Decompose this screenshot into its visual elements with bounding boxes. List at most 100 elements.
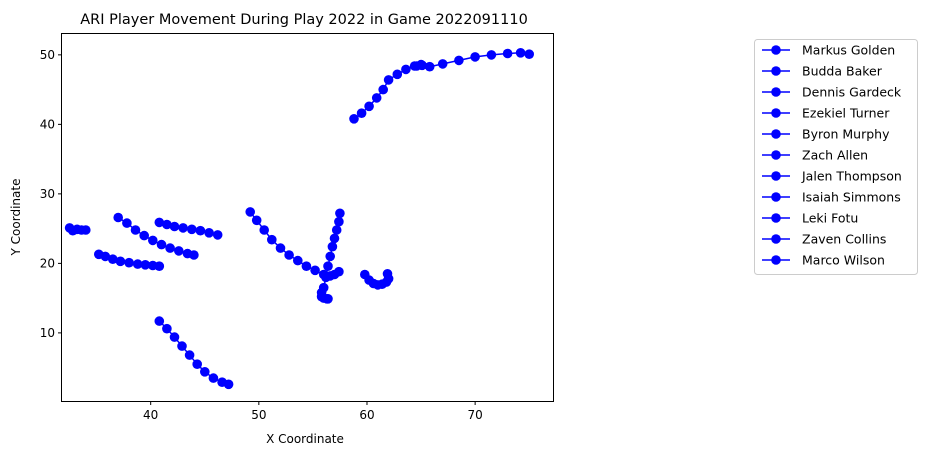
data-point bbox=[122, 218, 132, 228]
legend-label: Leki Fotu bbox=[802, 211, 858, 226]
data-point bbox=[195, 225, 206, 236]
legend-entry: Marco Wilson bbox=[762, 253, 885, 268]
data-point bbox=[223, 379, 234, 390]
legend-label: Jalen Thompson bbox=[801, 169, 902, 184]
data-point bbox=[115, 256, 126, 267]
data-point bbox=[424, 61, 435, 72]
series-8 bbox=[154, 316, 234, 390]
series-line bbox=[158, 320, 229, 386]
data-point bbox=[165, 243, 175, 253]
x-axis: 40 50 60 70 bbox=[143, 401, 483, 422]
data-point bbox=[310, 265, 320, 276]
legend-marker bbox=[771, 108, 781, 118]
series-2 bbox=[64, 223, 91, 236]
data-point bbox=[470, 52, 480, 62]
data-point bbox=[174, 246, 184, 256]
data-point bbox=[259, 225, 270, 235]
data-point bbox=[154, 316, 165, 326]
data-point bbox=[132, 259, 143, 269]
legend-marker bbox=[771, 213, 781, 223]
data-point bbox=[178, 223, 188, 233]
data-point bbox=[275, 243, 286, 253]
y-tick-label: 10 bbox=[40, 326, 55, 340]
legend-label: Markus Golden bbox=[802, 43, 895, 58]
data-point bbox=[154, 261, 165, 272]
legend: Markus Golden Budda Baker Dennis Gardeck Ez… bbox=[754, 39, 918, 275]
data-point bbox=[349, 114, 359, 124]
data-point bbox=[251, 215, 262, 226]
series-5 bbox=[154, 217, 223, 240]
data-point bbox=[204, 228, 214, 238]
legend-marker bbox=[771, 87, 781, 97]
legend-entry: Markus Golden bbox=[762, 43, 895, 58]
data-point bbox=[184, 350, 195, 360]
data-point bbox=[200, 367, 210, 377]
series-7 bbox=[316, 208, 345, 302]
series-3 bbox=[94, 249, 165, 272]
legend-marker bbox=[771, 129, 781, 139]
legend-label: Zaven Collins bbox=[802, 232, 886, 247]
data-point bbox=[486, 50, 497, 60]
data-point bbox=[321, 272, 331, 283]
legend-entry: Jalen Thompson bbox=[762, 169, 902, 184]
legend-label: Budda Baker bbox=[802, 64, 883, 79]
data-point bbox=[100, 251, 111, 262]
data-point bbox=[212, 230, 223, 240]
legend-marker bbox=[771, 255, 781, 265]
x-axis-label: X Coordinate bbox=[266, 432, 344, 446]
data-point bbox=[331, 225, 342, 235]
data-point bbox=[139, 230, 149, 241]
plot-frame bbox=[61, 33, 554, 402]
series-10 bbox=[316, 287, 333, 304]
data-point bbox=[245, 207, 255, 217]
series-9 bbox=[360, 269, 394, 290]
data-point bbox=[162, 219, 172, 230]
plot-marks bbox=[64, 48, 534, 390]
data-point bbox=[327, 241, 338, 252]
data-point bbox=[325, 251, 336, 262]
legend-label: Isaiah Simmons bbox=[802, 190, 901, 205]
data-point bbox=[524, 49, 534, 59]
chart-title: ARI Player Movement During Play 2022 in … bbox=[80, 12, 528, 28]
data-point bbox=[130, 225, 141, 235]
data-point bbox=[301, 261, 312, 272]
data-point bbox=[177, 341, 187, 351]
legend-entry: Dennis Gardeck bbox=[762, 85, 902, 100]
data-point bbox=[335, 208, 345, 219]
data-point bbox=[323, 294, 333, 304]
data-point bbox=[323, 261, 333, 272]
x-tick-label: 70 bbox=[467, 408, 482, 422]
data-point bbox=[293, 255, 303, 266]
data-point bbox=[401, 64, 411, 75]
data-point bbox=[169, 221, 180, 232]
data-point bbox=[124, 257, 134, 268]
data-point bbox=[169, 332, 180, 342]
data-point bbox=[383, 75, 394, 85]
data-point bbox=[187, 224, 197, 235]
data-point bbox=[284, 250, 294, 260]
data-point bbox=[113, 212, 123, 223]
data-point bbox=[454, 55, 464, 66]
x-tick-label: 60 bbox=[359, 408, 374, 422]
y-tick-label: 40 bbox=[40, 117, 55, 131]
data-point bbox=[392, 69, 403, 80]
data-point bbox=[378, 84, 389, 95]
data-point bbox=[189, 250, 199, 260]
y-tick-label: 50 bbox=[40, 48, 55, 62]
legend-label: Byron Murphy bbox=[802, 127, 890, 142]
data-point bbox=[192, 359, 202, 370]
y-axis-label: Y Coordinate bbox=[9, 179, 23, 257]
data-point bbox=[334, 266, 344, 277]
data-point bbox=[140, 260, 151, 270]
data-point bbox=[356, 108, 367, 118]
legend-marker bbox=[771, 66, 781, 76]
data-point bbox=[154, 217, 165, 228]
data-point bbox=[156, 239, 167, 250]
data-point bbox=[329, 233, 340, 244]
data-point bbox=[364, 101, 374, 112]
data-point bbox=[334, 216, 344, 227]
legend-label: Zach Allen bbox=[802, 148, 868, 163]
legend-label: Dennis Gardeck bbox=[802, 85, 902, 100]
data-point bbox=[108, 254, 118, 264]
